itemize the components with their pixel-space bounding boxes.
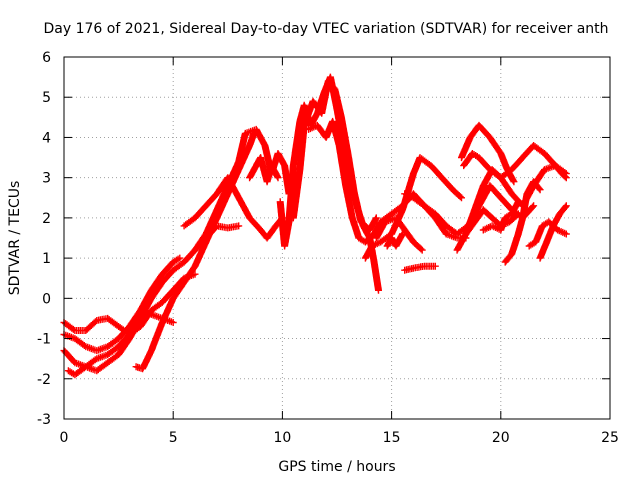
chart-title: Day 176 of 2021, Sidereal Day-to-day VTE…	[43, 21, 608, 37]
axis-ticks: 0 5 10 15 20 25 -3 -2 -1 0 1 2 3 4 5 6	[37, 50, 619, 446]
series-track-o	[383, 230, 406, 250]
data-points	[60, 73, 570, 379]
series-markers	[501, 178, 544, 266]
series-markers	[536, 202, 570, 262]
series-markers	[372, 214, 426, 254]
series-track-f	[139, 306, 177, 326]
x-tick-label: 25	[601, 430, 619, 446]
series-markers	[479, 198, 522, 234]
y-tick-label: 1	[42, 251, 51, 267]
y-axis-label: SDTVAR / TECUs	[7, 181, 23, 296]
y-tick-label: -1	[37, 332, 51, 348]
series-markers	[383, 230, 406, 250]
series-track-p	[401, 262, 439, 274]
x-tick-label: 5	[169, 430, 178, 446]
series-markers	[180, 174, 286, 242]
series-markers	[289, 77, 380, 234]
x-tick-label: 20	[492, 430, 510, 446]
series-track-n	[372, 214, 426, 254]
y-tick-label: 5	[42, 90, 51, 106]
series-track-h	[191, 222, 243, 254]
y-tick-label: 3	[42, 171, 51, 187]
y-tick-label: 0	[42, 291, 51, 307]
x-tick-label: 15	[383, 430, 401, 446]
series-markers	[139, 306, 177, 326]
series-track-i	[246, 154, 282, 186]
series-track-d	[64, 314, 140, 379]
series-track-g	[180, 174, 286, 242]
series-markers	[401, 262, 439, 274]
x-axis-label: GPS time / hours	[278, 459, 395, 475]
y-tick-label: 6	[42, 50, 51, 66]
series-track-k	[289, 77, 380, 234]
series-markers	[246, 154, 282, 186]
y-tick-label: 2	[42, 211, 51, 227]
plot-frame	[63, 56, 611, 420]
series-track-v	[479, 198, 522, 234]
series-track-y	[536, 202, 570, 262]
series-markers	[191, 222, 243, 254]
x-tick-label: 10	[273, 430, 291, 446]
y-tick-label: 4	[42, 130, 51, 146]
y-tick-label: -3	[37, 412, 51, 428]
y-tick-label: -2	[37, 372, 51, 388]
x-tick-label: 0	[60, 430, 69, 446]
series-markers	[64, 314, 140, 379]
series-track-w	[501, 178, 544, 266]
